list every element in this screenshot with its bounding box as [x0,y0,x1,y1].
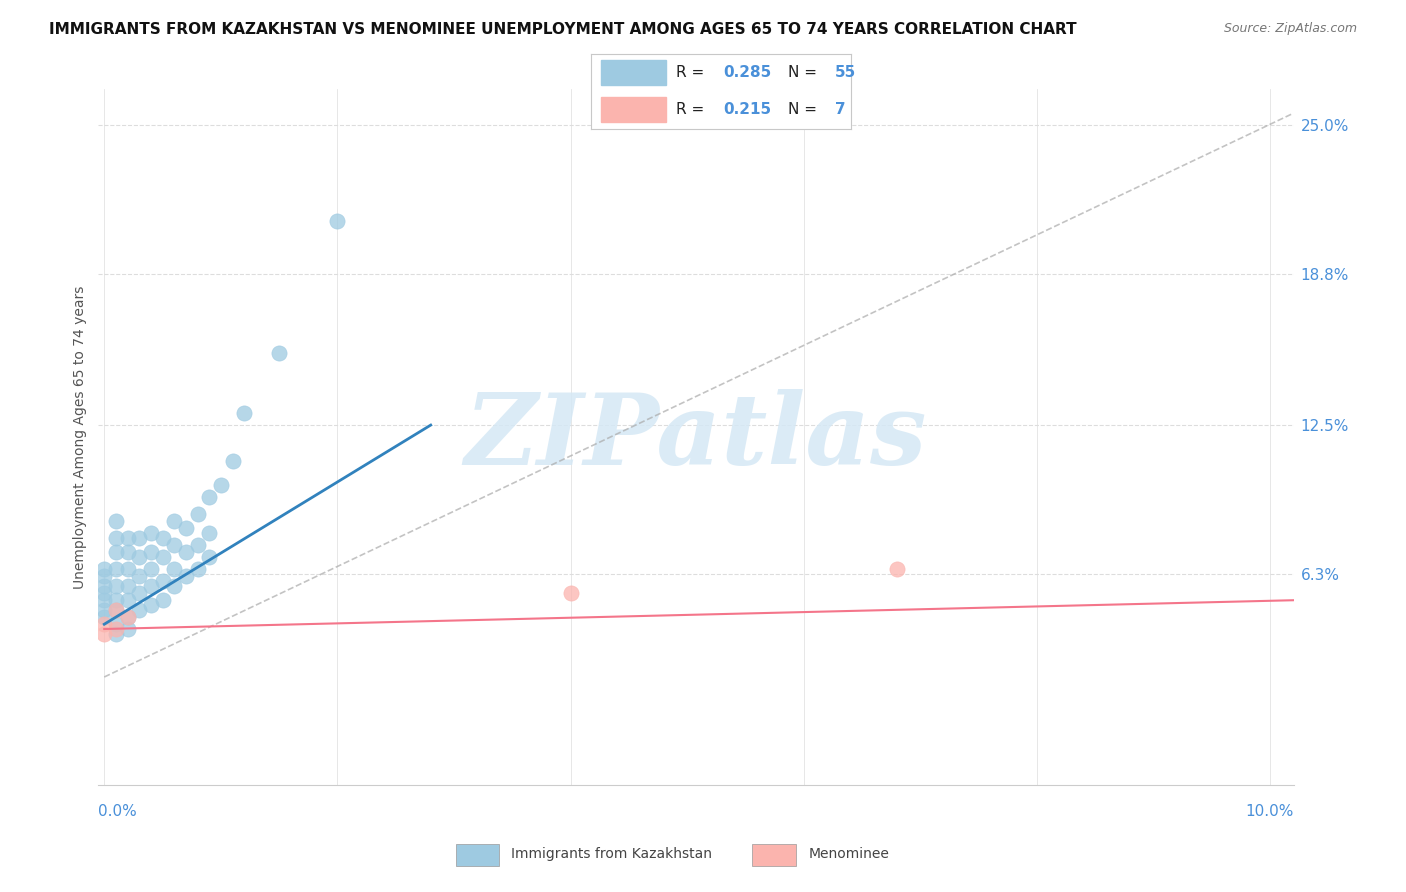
Text: R =: R = [676,102,710,117]
Point [560,586,582,600]
Text: 10.0%: 10.0% [1246,805,1294,819]
Point [128,569,150,583]
Bar [600,61,666,86]
Point [117,579,139,593]
Point [117,610,139,624]
Point [104,627,127,641]
Point [233,406,256,420]
Bar [600,96,666,122]
Text: 7: 7 [835,102,845,117]
Point [104,622,127,636]
Point [163,514,186,528]
Point [128,586,150,600]
Point [198,490,221,504]
Point [186,538,208,552]
Point [93,603,115,617]
Point [128,549,150,564]
Point [104,579,127,593]
Point [117,622,139,636]
Point [117,562,139,576]
Point [104,545,127,559]
Point [221,454,243,468]
Point [93,610,115,624]
Point [117,593,139,607]
Point [139,526,162,541]
Text: R =: R = [676,65,710,80]
Point [104,603,127,617]
Point [209,478,232,492]
Point [128,603,150,617]
Point [139,562,162,576]
Point [93,627,115,641]
Point [93,617,115,632]
Point [104,603,127,617]
Point [163,538,186,552]
Text: IMMIGRANTS FROM KAZAKHSTAN VS MENOMINEE UNEMPLOYMENT AMONG AGES 65 TO 74 YEARS C: IMMIGRANTS FROM KAZAKHSTAN VS MENOMINEE … [49,22,1077,37]
Point [93,569,115,583]
Text: ZIPatlas: ZIPatlas [465,389,927,485]
Y-axis label: Unemployment Among Ages 65 to 74 years: Unemployment Among Ages 65 to 74 years [73,285,87,589]
Point [198,549,221,564]
Bar [752,844,796,866]
Point [104,562,127,576]
Bar [456,844,499,866]
Text: 0.0%: 0.0% [98,805,138,819]
Point [139,545,162,559]
Point [128,531,150,545]
Point [117,531,139,545]
Text: N =: N = [789,102,823,117]
Point [104,593,127,607]
Point [152,593,174,607]
Point [152,549,174,564]
Point [104,617,127,632]
Point [117,545,139,559]
Point [163,562,186,576]
Text: 55: 55 [835,65,856,80]
Point [93,562,115,576]
Point [198,526,221,541]
Point [104,531,127,545]
Text: Source: ZipAtlas.com: Source: ZipAtlas.com [1223,22,1357,36]
Point [163,579,186,593]
Point [174,569,197,583]
Point [152,531,174,545]
Text: 0.285: 0.285 [723,65,772,80]
Text: N =: N = [789,65,823,80]
Point [93,579,115,593]
Point [174,545,197,559]
Point [186,507,208,521]
Text: Immigrants from Kazakhstan: Immigrants from Kazakhstan [512,847,713,861]
Point [269,346,291,360]
Point [117,610,139,624]
Text: 0.215: 0.215 [723,102,772,117]
Point [93,593,115,607]
Point [174,521,197,535]
Point [93,586,115,600]
Point [186,562,208,576]
Point [326,214,349,228]
Point [139,579,162,593]
Text: Menominee: Menominee [808,847,889,861]
Point [104,514,127,528]
Point [886,562,908,576]
Point [139,598,162,612]
Point [152,574,174,588]
